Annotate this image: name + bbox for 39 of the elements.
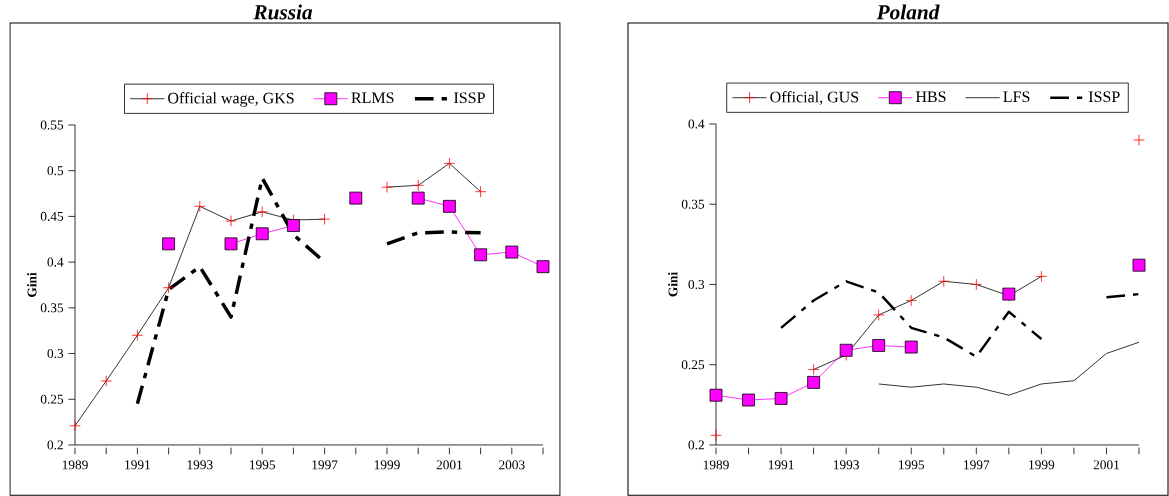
y-tick-label: 0.35: [681, 199, 705, 209]
legend-label: ISSP: [454, 92, 485, 104]
legend-label: Official wage, GKS: [168, 92, 294, 107]
y-tick-label: 0.2: [688, 440, 704, 450]
y-tick-label: 0.5: [47, 166, 64, 176]
y-tick-label: 0.45: [40, 211, 64, 221]
legend-label: HBS: [915, 91, 946, 103]
legend-label: ISSP: [1088, 91, 1120, 103]
x-tick-label: 1995: [250, 460, 276, 470]
x-tick-label: 1999: [1029, 460, 1055, 470]
x-tick-label: 1997: [964, 460, 990, 470]
chart-title: Russia: [253, 4, 313, 20]
x-tick-label: 1989: [62, 460, 88, 470]
x-tick-label: 2003: [499, 460, 525, 470]
y-tick-label: 0.4: [47, 257, 64, 267]
y-tick-label: 0.3: [47, 349, 64, 359]
legend-label: RLMS: [351, 92, 394, 104]
y-axis-title: Gini: [668, 272, 678, 297]
x-tick-label: 1993: [834, 460, 859, 470]
y-tick-label: 0.2: [47, 440, 63, 450]
x-tick-label: 1995: [899, 460, 925, 470]
x-tick-label: 1993: [187, 460, 213, 470]
x-tick-label: 2001: [1093, 460, 1120, 470]
y-tick-label: 0.55: [40, 120, 64, 130]
x-tick-label: 1999: [374, 460, 400, 470]
y-axis-title: Gini: [27, 272, 37, 297]
y-tick-label: 0.4: [688, 119, 705, 129]
y-tick-label: 0.25: [681, 360, 705, 370]
y-tick-label: 0.35: [40, 303, 64, 313]
x-tick-label: 1991: [768, 460, 794, 470]
x-tick-label: 2001: [436, 460, 462, 470]
y-tick-label: 0.25: [40, 394, 64, 404]
legend-label: LFS: [1003, 91, 1030, 103]
x-tick-label: 1991: [125, 460, 150, 470]
chart-title: Poland: [876, 4, 940, 20]
legend-label: Official, GUS: [770, 91, 859, 105]
x-tick-label: 1989: [703, 460, 729, 470]
x-tick-label: 1997: [312, 460, 338, 470]
y-tick-label: 0.3: [688, 279, 705, 290]
